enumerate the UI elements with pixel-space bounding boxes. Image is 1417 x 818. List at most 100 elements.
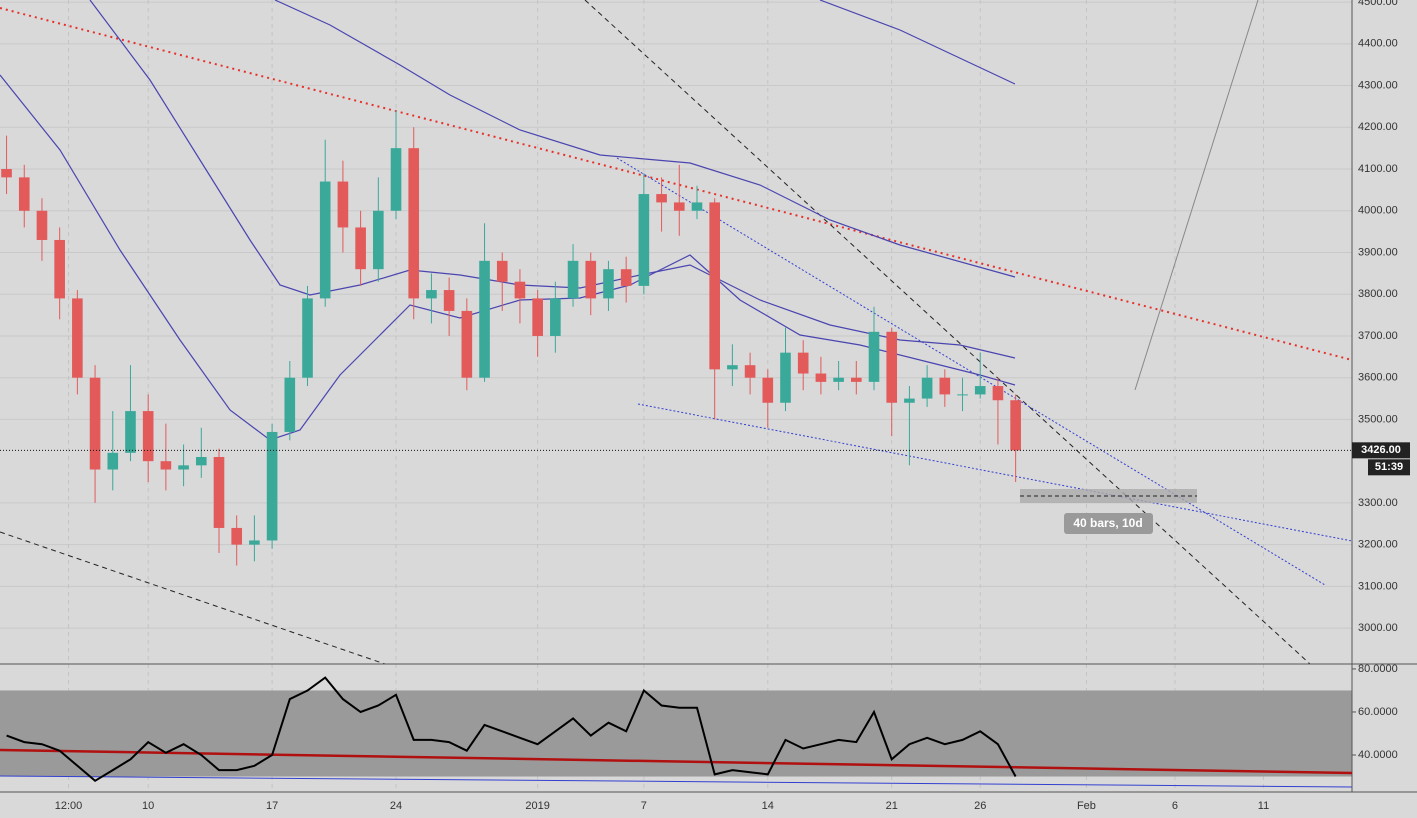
candle-body	[195, 456, 207, 466]
candle-body	[585, 260, 597, 299]
placeholder	[0, 691, 1352, 777]
candle-body	[249, 540, 260, 545]
candle-body	[780, 352, 791, 403]
measure-label: 40 bars, 10d	[1073, 516, 1142, 530]
candle-body	[1010, 400, 1021, 451]
candle-body	[284, 377, 296, 432]
candle-body	[54, 239, 65, 299]
candle-body	[957, 394, 968, 396]
candle-body	[939, 377, 951, 395]
candle-body	[727, 365, 738, 370]
series	[0, 110, 1353, 788]
moving-average	[0, 74, 1016, 441]
candle-body	[213, 456, 225, 528]
candle-body	[266, 431, 278, 541]
moving-average	[819, 0, 1016, 85]
y-tick-label: 4000.00	[1358, 205, 1398, 217]
candle-body	[426, 290, 437, 299]
trend-line	[0, 531, 386, 665]
candle-body	[868, 331, 880, 382]
measure-box	[1020, 489, 1197, 503]
candle-body	[160, 461, 172, 470]
x-tick-label: 17	[266, 800, 278, 812]
candle-body	[373, 210, 384, 270]
candle-body	[673, 202, 685, 211]
x-tick-label: 21	[886, 800, 898, 812]
candle-body	[89, 377, 101, 470]
candle-body	[691, 202, 703, 211]
trend-line	[616, 157, 1326, 586]
y-tick-label: 4300.00	[1358, 79, 1398, 91]
y-tick-label: 3900.00	[1358, 246, 1398, 258]
x-tick-label: 12:00	[55, 800, 83, 812]
trend-line	[0, 7, 1353, 361]
trend-line	[0, 748, 1353, 775]
candle-body	[36, 210, 48, 240]
candle-body	[850, 377, 862, 382]
candle-body	[886, 331, 898, 403]
candle-body	[461, 310, 473, 378]
candle-body	[762, 377, 774, 403]
candle-body	[408, 148, 420, 299]
x-tick-label: 26	[974, 800, 986, 812]
candle-body	[904, 398, 915, 403]
candle-body	[656, 194, 667, 203]
candle-body	[355, 227, 366, 270]
moving-average	[274, 0, 1016, 278]
measure-label-box	[1064, 513, 1153, 534]
candle-body	[302, 298, 313, 378]
candle-body	[18, 177, 30, 211]
countdown-label: 51:39	[1375, 461, 1403, 473]
candle-body	[974, 386, 986, 395]
candle-body	[142, 411, 154, 462]
candle-body	[231, 527, 243, 545]
y-tick-label: 3300.00	[1358, 497, 1398, 509]
x-tick-label: 24	[390, 800, 402, 812]
candle-body	[319, 181, 331, 299]
x-tick-label: 14	[762, 800, 774, 812]
y-tick-label: 3200.00	[1358, 539, 1398, 551]
candle-body	[125, 411, 136, 453]
candle-body	[567, 260, 579, 299]
candle-body	[107, 452, 119, 470]
y-tick-label: 80.0000	[1358, 663, 1398, 675]
trend-line	[584, 0, 1311, 665]
countdown-box	[1368, 459, 1410, 476]
grid	[0, 0, 1356, 792]
y-tick-label: 60.0000	[1358, 706, 1398, 718]
candle-body	[390, 148, 402, 211]
x-tick-label: 2019	[525, 800, 549, 812]
y-tick-label: 3000.00	[1358, 622, 1398, 634]
y-tick-label: 40.0000	[1358, 749, 1398, 761]
y-tick-label: 4500.00	[1358, 0, 1398, 8]
candle-body	[638, 194, 650, 286]
candle-body	[797, 352, 809, 374]
candle-body	[620, 269, 632, 286]
candle-body	[709, 202, 720, 370]
y-tick-label: 3100.00	[1358, 580, 1398, 592]
moving-average	[89, 0, 1016, 359]
trend-line	[1134, 0, 1259, 391]
candle-body	[532, 298, 543, 336]
x-tick-label: 11	[1258, 800, 1269, 812]
last-price-box	[1352, 442, 1410, 459]
candle-body	[178, 465, 189, 470]
y-tick-label: 4200.00	[1358, 121, 1398, 133]
candle-body	[72, 298, 83, 378]
candle-body	[833, 377, 844, 382]
trend-line	[637, 403, 1353, 542]
x-tick-label: 7	[641, 800, 647, 812]
y-tick-label: 4100.00	[1358, 163, 1398, 175]
y-tick-label: 3600.00	[1358, 372, 1398, 384]
candle-body	[479, 260, 490, 378]
x-tick-label: 6	[1172, 800, 1178, 812]
candle-body	[496, 260, 508, 282]
candle-body	[603, 269, 614, 299]
y-tick-label: 4400.00	[1358, 38, 1398, 50]
y-tick-label: 3700.00	[1358, 330, 1398, 342]
candle-body	[1, 169, 12, 178]
drawings	[0, 0, 1353, 665]
candle-body	[921, 377, 933, 399]
